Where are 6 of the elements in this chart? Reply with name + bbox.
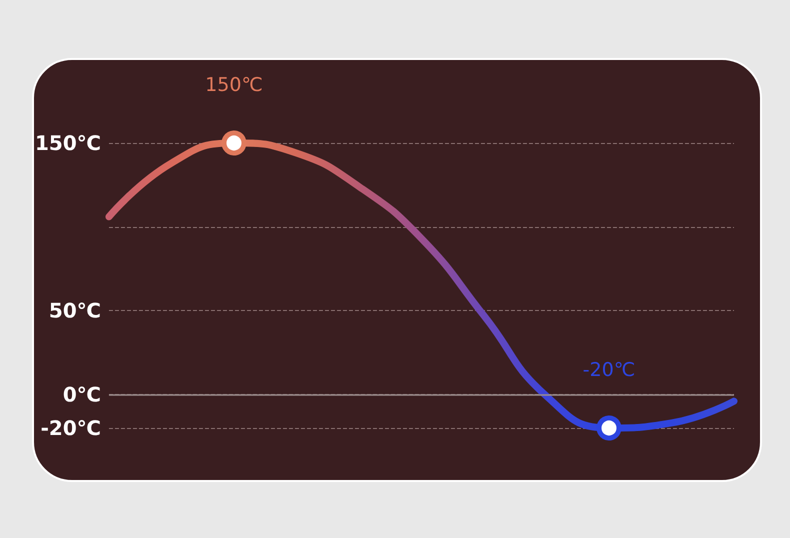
y-tick-label: 50℃ [48, 298, 101, 323]
data-label: -20℃ [582, 359, 636, 381]
y-tick-label: 150℃ [35, 131, 101, 155]
y-tick-label: -20℃ [40, 416, 101, 440]
data-label: 150℃ [205, 74, 263, 96]
y-tick-label: 0℃ [62, 382, 101, 406]
